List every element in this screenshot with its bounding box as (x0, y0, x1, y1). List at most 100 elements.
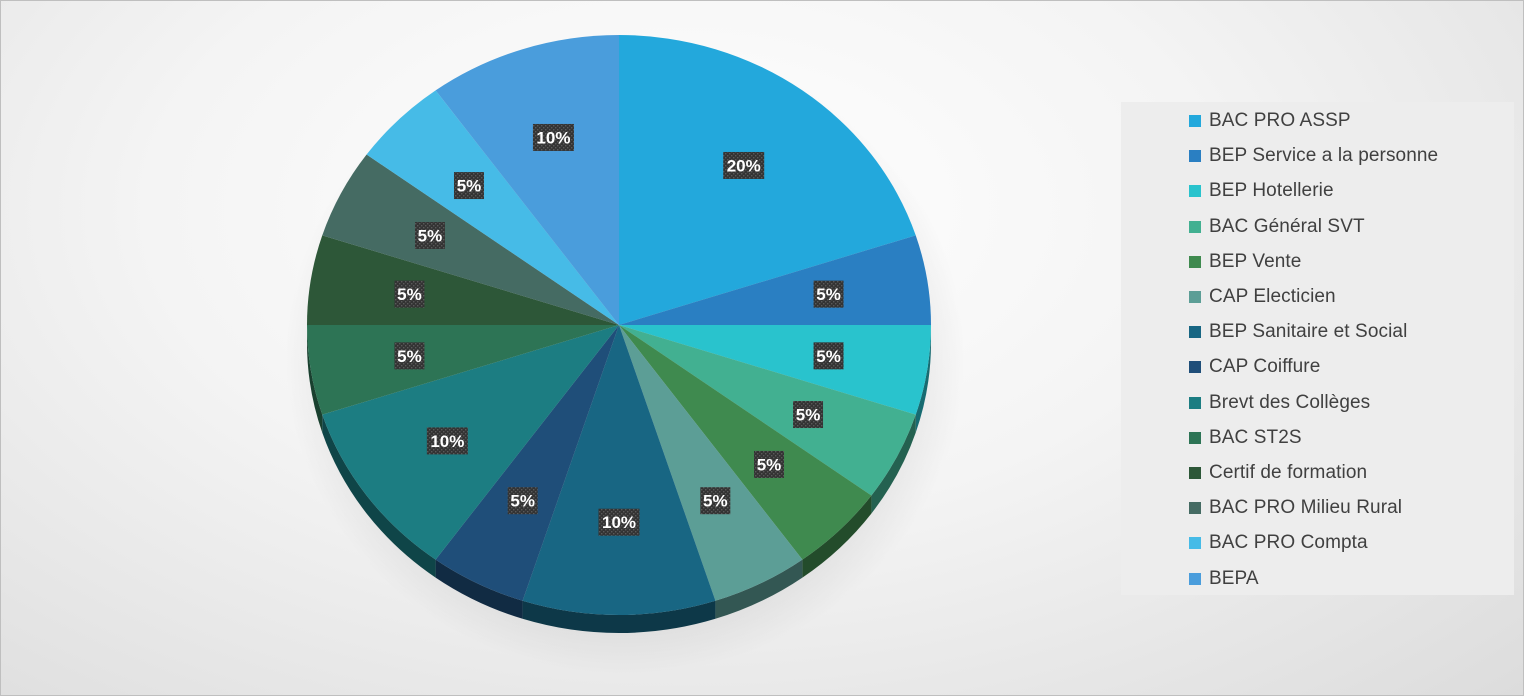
legend-label: BEPA (1209, 567, 1259, 589)
legend-label: BAC PRO Compta (1209, 532, 1368, 554)
data-labels: 20% 5% 5% 5% 5% 5% 10% 5% 10% 5% 5% 5% 5% 10% (394, 123, 844, 536)
data-label-box (453, 172, 484, 200)
legend-label: BEP Vente (1209, 250, 1302, 272)
legend-item-cap-electicien: CAP Electicien (1189, 285, 1336, 309)
data-label-box (813, 342, 844, 370)
data-label-box (598, 508, 640, 536)
pie-wall-bac-general-svt (871, 414, 916, 514)
legend-swatch (1189, 572, 1201, 585)
pie-slice-bac-pro-assp (619, 35, 916, 325)
legend-swatch (1189, 185, 1201, 198)
legend-item-cap-coiffure: CAP Coiffure (1189, 355, 1320, 379)
legend-item-bac-pro-assp: BAC PRO ASSP (1189, 109, 1351, 133)
data-label-text: 10% (602, 513, 636, 532)
data-label-text: 5% (816, 285, 841, 304)
pie-slice-bac-pro-compta (366, 90, 619, 325)
data-label-text: 5% (796, 406, 821, 425)
legend-item-bep-vente: BEP Vente (1189, 250, 1301, 274)
pie-slice-bep-hotellerie (619, 325, 931, 415)
pie-wall-bep-hotellerie (915, 325, 931, 433)
data-label-text: 5% (397, 347, 422, 366)
data-label-box (532, 123, 574, 151)
legend-label: BAC Général SVT (1209, 215, 1365, 237)
legend-label: Certif de formation (1209, 462, 1368, 483)
legend-item-bac-pro-milieu-rural: BAC PRO Milieu Rural (1189, 496, 1402, 520)
pie-slice-cap-coiffure (435, 325, 619, 601)
legend-item-bac-general-svt: BAC Général SVT (1189, 215, 1365, 239)
data-label-box (793, 401, 824, 429)
pie-slice-bep-vente (619, 325, 872, 560)
legend-item-brevt-des-colleges: Brevt des Collèges (1189, 391, 1370, 415)
pie-slice-cap-electicien (619, 325, 803, 601)
data-label-text: 5% (510, 492, 535, 511)
data-label-text: 10% (430, 432, 464, 451)
legend-item-bac-pro-compta: BAC PRO Compta (1189, 531, 1368, 555)
data-label-bac-st2s: 5% (394, 342, 425, 370)
data-label-text: 10% (536, 128, 570, 147)
data-label-bac-pro-assp: 20% (723, 151, 765, 179)
pie-wall-bep-vente (802, 495, 872, 578)
legend-swatch (1189, 255, 1201, 268)
data-label-brevt-des-colleges: 10% (426, 427, 468, 455)
pie-slice-bac-pro-milieu-rural (322, 154, 619, 325)
data-label-text: 20% (727, 156, 761, 175)
legend-swatch (1189, 220, 1201, 233)
data-label-bac-general-svt: 5% (793, 401, 824, 429)
legend-swatch (1189, 326, 1201, 339)
pie-slice-bep-service-a-la-personne (619, 235, 931, 325)
data-label-bepa: 10% (532, 123, 574, 151)
pie-slice-certif-de-formation (307, 235, 619, 325)
legend-label: CAP Electicien (1209, 286, 1336, 307)
data-label-bep-hotellerie: 5% (813, 342, 844, 370)
legend-label: BEP Sanitaire et Social (1209, 321, 1408, 343)
data-label-text: 5% (816, 347, 841, 366)
legend-item-bep-sanitaire-et-social: BEP Sanitaire et Social (1189, 320, 1407, 344)
legend-item-bac-st2s: BAC ST2S (1189, 426, 1302, 450)
data-label-cap-coiffure: 5% (507, 487, 538, 515)
data-label-box (507, 487, 538, 515)
data-label-box (394, 342, 425, 370)
data-label-box (723, 151, 765, 179)
legend-swatch (1189, 361, 1201, 374)
pie-slice-bac-general-svt (619, 325, 916, 496)
data-label-box (700, 487, 731, 515)
data-label-bep-service-a-la-personne: 5% (813, 280, 844, 308)
legend-item-bep-service-a-la-personne: BEP Service a la personne (1189, 144, 1438, 168)
legend-label: Brevt des Collèges (1209, 391, 1371, 413)
data-label-text: 5% (457, 177, 482, 196)
pie-slices (307, 35, 931, 633)
data-label-box (414, 221, 445, 249)
data-label-box (754, 450, 785, 478)
legend-swatch (1189, 537, 1201, 550)
pie-wall-cap-electicien (715, 559, 803, 619)
pie-wall-bac-st2s (307, 325, 323, 433)
legend-label: BEP Hotellerie (1209, 180, 1334, 202)
legend-swatch (1189, 150, 1201, 163)
data-label-bac-pro-compta: 5% (453, 172, 484, 200)
legend-label: BAC PRO Milieu Rural (1209, 497, 1403, 519)
pie-slice-brevt-des-colleges (322, 325, 619, 560)
legend-swatch (1189, 467, 1201, 479)
data-label-text: 5% (397, 285, 422, 304)
legend-swatch (1189, 396, 1201, 409)
data-label-certif-de-formation: 5% (394, 280, 425, 308)
data-label-text: 5% (757, 455, 782, 474)
data-label-bep-vente: 5% (754, 450, 785, 478)
legend-label: BAC ST2S (1209, 426, 1302, 448)
legend-label: BAC PRO ASSP (1209, 110, 1351, 131)
legend-label: CAP Coiffure (1209, 356, 1321, 378)
data-label-text: 5% (703, 492, 728, 511)
legend-item-certif-de-formation: Certif de formation (1189, 461, 1367, 485)
pie-wall-brevt-des-colleges (322, 414, 436, 578)
pie-slice-bac-st2s (307, 325, 619, 415)
legend-item-bep-hotellerie: BEP Hotellerie (1189, 179, 1334, 203)
pie-wall-bep-sanitaire-et-social (522, 600, 716, 633)
pie-slice-bep-sanitaire-et-social (522, 325, 716, 615)
legend-swatch (1189, 502, 1201, 515)
legend-label: BEP Service a la personne (1209, 145, 1439, 167)
data-label-text: 5% (418, 226, 443, 245)
legend: BAC PRO ASSP BEP Service a la personne BEP… (1121, 102, 1514, 595)
data-label-box (813, 280, 844, 308)
